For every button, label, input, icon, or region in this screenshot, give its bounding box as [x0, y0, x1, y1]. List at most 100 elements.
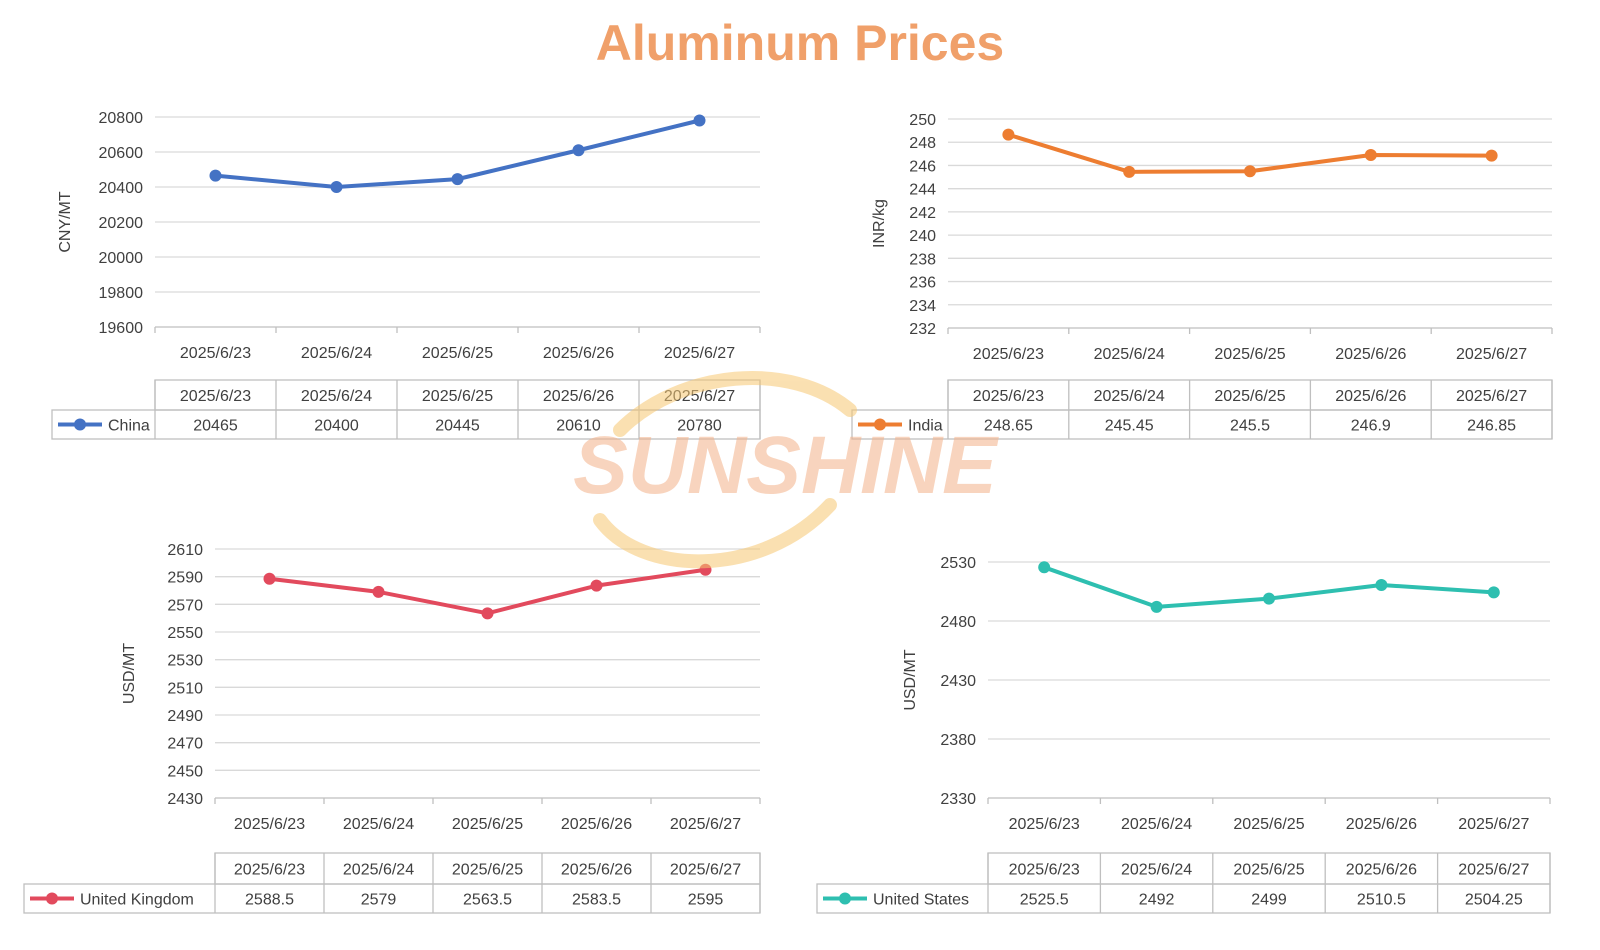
chart-uk: 2430 2450 2470 2490 2510 2530 2550 2570 2590 2610… [23, 542, 761, 914]
table-value-cell: 20400 [314, 418, 359, 435]
table-header-cell: 2025/6/27 [1456, 388, 1527, 405]
y-tick-label: 19600 [99, 320, 144, 337]
table-value-cell: 2525.5 [1020, 892, 1069, 909]
y-axis-title: USD/MT [121, 643, 138, 705]
y-tick-label: 20200 [99, 215, 144, 232]
data-point [372, 585, 385, 598]
legend-marker [46, 892, 58, 905]
data-point [590, 579, 603, 592]
table-header-cell: 2025/6/23 [180, 388, 251, 405]
legend-marker [839, 892, 851, 905]
table-value-cell: 245.5 [1230, 418, 1270, 435]
table-value-cell: 246.9 [1351, 418, 1391, 435]
data-point [330, 181, 343, 193]
y-tick-label: 2490 [167, 708, 203, 725]
x-tick-label: 2025/6/23 [180, 345, 251, 362]
table-value-cell: 2595 [688, 892, 724, 909]
data-point [481, 607, 494, 620]
data-point [451, 173, 464, 186]
table-value-cell: 248.65 [984, 418, 1033, 435]
table-header-cell: 2025/6/23 [234, 862, 305, 879]
y-tick-label: 19800 [99, 285, 144, 302]
watermark-swoosh [593, 498, 837, 569]
data-point [1375, 579, 1388, 592]
legend-label: United States [873, 892, 969, 909]
table-header-cell: 2025/6/24 [343, 862, 414, 879]
data-point [1485, 149, 1498, 162]
page-title: Aluminum Prices [595, 15, 1005, 71]
table-header-cell: 2025/6/27 [1458, 862, 1529, 879]
table-value-cell: 2579 [361, 892, 397, 909]
y-axis-title: CNY/MT [57, 191, 74, 253]
x-tick-label: 2025/6/27 [1456, 346, 1527, 363]
data-point [263, 572, 276, 585]
y-tick-label: 2470 [167, 736, 203, 753]
data-point [209, 169, 222, 182]
y-tick-label: 2510 [167, 680, 203, 697]
table-value-cell: 2504.25 [1465, 892, 1523, 909]
table-header-cell: 2025/6/25 [422, 388, 493, 405]
data-table: 2025/6/23 2025/6/24 2025/6/25 2025/6/26 2025… [851, 379, 1553, 440]
y-tick-label: 2590 [167, 570, 203, 587]
table-header-cell: 2025/6/26 [1346, 862, 1417, 879]
watermark-text: SUNSHINE [573, 420, 999, 511]
y-tick-label: 2430 [940, 673, 976, 690]
y-tick-label: 2530 [940, 555, 976, 572]
table-header-cell: 2025/6/27 [670, 862, 741, 879]
data-point [572, 144, 585, 157]
x-tick-label: 2025/6/27 [670, 816, 741, 833]
legend-label: United Kingdom [80, 892, 194, 909]
legend-marker [874, 418, 886, 431]
x-tick-label: 2025/6/23 [1009, 816, 1080, 833]
table-header-cell: 2025/6/24 [301, 388, 372, 405]
watermark-logo: SUNSHINE [573, 371, 999, 569]
table-value-cell: 20465 [193, 418, 238, 435]
data-table: 2025/6/23 2025/6/24 2025/6/25 2025/6/26 2025… [816, 852, 1551, 914]
y-tick-label: 2570 [167, 597, 203, 614]
table-header-cell: 2025/6/23 [973, 388, 1044, 405]
legend-marker [74, 418, 86, 431]
legend-label: India [908, 418, 943, 435]
table-header-cell: 2025/6/24 [1094, 388, 1165, 405]
table-header-cell: 2025/6/25 [452, 862, 523, 879]
table-value-cell: 246.85 [1467, 418, 1516, 435]
table-value-cell: 245.45 [1105, 418, 1154, 435]
table-value-cell: 2492 [1139, 892, 1175, 909]
x-tick-label: 2025/6/25 [1233, 816, 1304, 833]
y-axis-title: USD/MT [902, 649, 919, 711]
y-tick-label: 2330 [940, 791, 976, 808]
table-header-cell: 2025/6/25 [1214, 388, 1285, 405]
x-tick-label: 2025/6/26 [1335, 346, 1406, 363]
data-point [1487, 586, 1500, 599]
watermark-swoosh [613, 371, 857, 437]
data-table: 2025/6/23 2025/6/24 2025/6/25 2025/6/26 2025… [51, 379, 761, 440]
x-tick-label: 2025/6/23 [234, 816, 305, 833]
x-tick-label: 2025/6/24 [301, 345, 372, 362]
data-point [1150, 600, 1163, 613]
x-tick-label: 2025/6/27 [1458, 816, 1529, 833]
x-tick-label: 2025/6/25 [422, 345, 493, 362]
table-value-cell: 2583.5 [572, 892, 621, 909]
y-tick-label: 20400 [99, 180, 144, 197]
y-tick-label: 246 [909, 158, 936, 175]
y-tick-label: 232 [909, 321, 936, 338]
table-value-cell: 2588.5 [245, 892, 294, 909]
table-header-cell: 2025/6/26 [543, 388, 614, 405]
data-point [693, 114, 706, 127]
y-tick-label: 238 [909, 251, 936, 268]
x-tick-label: 2025/6/24 [343, 816, 414, 833]
table-header-cell: 2025/6/23 [1009, 862, 1080, 879]
data-point [1244, 165, 1256, 178]
x-tick-label: 2025/6/26 [561, 816, 632, 833]
table-value-cell: 20780 [677, 418, 722, 435]
data-table: 2025/6/23 2025/6/24 2025/6/25 2025/6/26 2025… [23, 852, 761, 914]
y-tick-label: 244 [909, 182, 936, 199]
table-header-cell: 2025/6/26 [1335, 388, 1406, 405]
y-tick-label: 2610 [167, 542, 203, 559]
y-tick-label: 2430 [167, 791, 203, 808]
x-tick-label: 2025/6/23 [973, 346, 1044, 363]
data-point [1002, 128, 1015, 141]
y-tick-label: 2450 [167, 763, 203, 780]
